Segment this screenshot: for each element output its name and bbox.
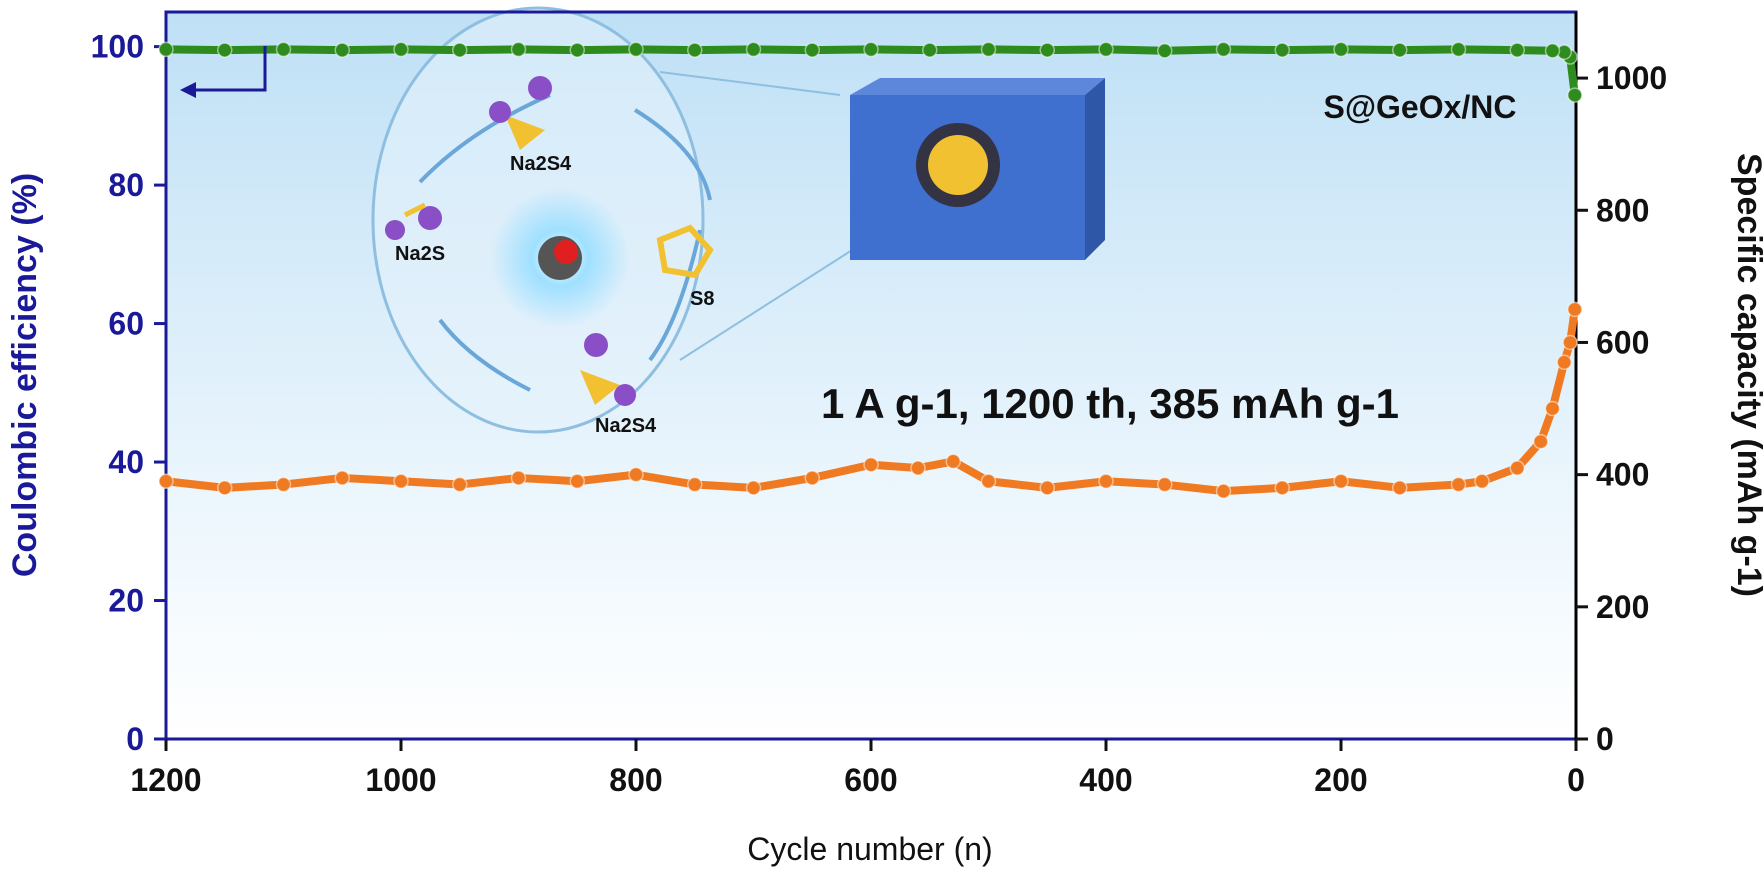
data-point: [1333, 473, 1349, 489]
x-tick-label: 200: [1314, 762, 1367, 798]
carbon-block-icon: [850, 78, 1105, 260]
label-layer: 0200400600800100012000204060801000200400…: [91, 29, 1668, 798]
y-right-tick-label: 200: [1596, 589, 1649, 625]
x-tick-label: 800: [609, 762, 662, 798]
y-right-tick-label: 800: [1596, 192, 1649, 228]
x-tick-label: 400: [1079, 762, 1132, 798]
data-point: [922, 42, 938, 58]
y-left-tick-label: 100: [91, 29, 144, 65]
data-point: [452, 476, 468, 493]
data-point: [275, 41, 292, 58]
data-point: [804, 470, 820, 486]
y-right-tick-label: 400: [1596, 457, 1649, 493]
data-point: [1333, 41, 1349, 58]
data-point: [1450, 476, 1467, 493]
data-point: [1274, 480, 1290, 496]
data-point: [687, 476, 703, 493]
data-point: [1556, 354, 1572, 371]
molecule-icon: [489, 76, 552, 150]
sample-label: S@GeOx/NC: [1323, 89, 1516, 125]
y-left-tick-label: 40: [108, 444, 144, 480]
y-right-tick-label: 0: [1596, 721, 1614, 757]
data-point: [1533, 433, 1549, 450]
data-point: [863, 41, 879, 58]
data-point: [334, 42, 350, 58]
data-point: [569, 473, 585, 489]
series-layer: [158, 41, 1583, 499]
data-point: [745, 480, 762, 496]
data-point: [1392, 42, 1408, 58]
species-label: Na2S4: [510, 153, 572, 175]
axis-indicator-arrow-icon: [185, 46, 267, 92]
data-point: [510, 470, 527, 486]
ring-icon: [656, 224, 714, 279]
data-point: [393, 473, 409, 489]
data-point: [452, 42, 468, 58]
data-point: [158, 473, 174, 489]
data-point: [1274, 42, 1290, 58]
data-point: [275, 476, 292, 493]
data-point: [334, 470, 350, 486]
data-point: [1157, 476, 1173, 493]
data-point: [1567, 301, 1583, 318]
data-point: [569, 42, 585, 58]
species-label: Na2S4: [595, 415, 657, 437]
x-tick-label: 600: [844, 762, 897, 798]
y-left-tick-label: 0: [126, 721, 144, 757]
y-right-tick-label: 600: [1596, 324, 1649, 360]
x-tick-label: 0: [1567, 762, 1585, 798]
data-point: [980, 473, 997, 489]
data-point: [1215, 483, 1232, 499]
data-point: [1567, 87, 1583, 103]
data-point: [1392, 480, 1408, 496]
series-line: [165, 45, 1579, 96]
species-label: S8: [690, 288, 714, 310]
y-left-tick-label: 20: [108, 583, 144, 619]
data-point: [1562, 334, 1578, 351]
data-point: [1215, 41, 1232, 58]
x-tick-label: 1200: [130, 762, 201, 798]
left-axis-title: Coulombic efficiency (%): [6, 173, 44, 577]
data-point: [1544, 43, 1561, 59]
data-point: [910, 460, 926, 476]
data-point: [1509, 42, 1525, 58]
molecule-icon: [385, 202, 442, 240]
x-axis-title: Cycle number (n): [747, 831, 992, 867]
mechanism-inset: Na2S4 Na2S S8 Na2S4: [371, 6, 1105, 437]
molecule-icon: [580, 333, 636, 406]
y-right-tick-label: 1000: [1596, 60, 1667, 96]
data-point: [804, 42, 820, 58]
data-point: [158, 41, 174, 58]
data-point: [1474, 473, 1490, 489]
data-point: [687, 42, 703, 58]
data-point: [863, 456, 879, 473]
data-point: [745, 41, 762, 58]
tick-layer: [154, 45, 1588, 751]
data-point: [393, 41, 409, 58]
data-point: [628, 41, 644, 58]
y-left-tick-label: 60: [108, 306, 144, 342]
condition-label: 1 A g-1, 1200 th, 385 mAh g-1: [821, 380, 1399, 427]
data-point: [217, 42, 233, 58]
data-point: [1098, 473, 1114, 489]
data-point: [217, 480, 233, 496]
data-point: [1098, 41, 1114, 58]
data-point: [1450, 41, 1467, 58]
right-axis-title: Specific capacity (mAh g-1): [1730, 153, 1764, 597]
x-tick-label: 1000: [365, 762, 436, 798]
species-label: Na2S: [395, 243, 445, 265]
data-point: [1157, 43, 1173, 59]
data-point: [1039, 480, 1055, 496]
data-point: [980, 41, 997, 58]
y-left-tick-label: 80: [108, 167, 144, 203]
data-point: [628, 466, 644, 483]
data-point: [1509, 460, 1525, 476]
data-point: [1544, 400, 1561, 417]
data-point: [510, 41, 527, 58]
data-point: [1039, 42, 1055, 58]
data-point: [945, 453, 961, 470]
